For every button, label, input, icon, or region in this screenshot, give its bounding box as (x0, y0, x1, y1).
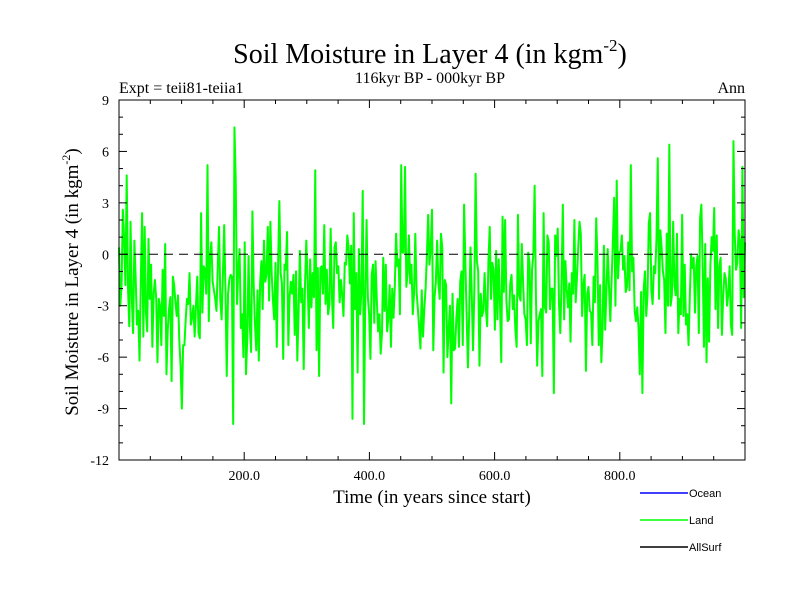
y-axis-label-superscript: -2 (59, 155, 73, 165)
x-tick-label: 400.0 (354, 469, 386, 484)
chart-title-main: Soil Moisture in Layer 4 (in kgm (233, 39, 603, 70)
y-tick-label: -3 (97, 300, 109, 315)
y-tick-label: 9 (102, 94, 109, 109)
x-axis-label: Time (in years since start) (333, 487, 531, 508)
chart-title-suffix: ) (618, 39, 627, 70)
series-line-land (118, 126, 746, 425)
legend-label-allsurf: AllSurf (689, 542, 722, 554)
y-tick-label: -6 (97, 351, 109, 366)
y-tick-label: 3 (102, 197, 109, 212)
chart-title-superscript: -2 (603, 36, 617, 55)
series-group (118, 126, 746, 425)
legend: Ocean Land AllSurf (640, 488, 722, 554)
y-axis-label-suffix: ) (62, 148, 83, 154)
y-axis-label-main: Soil Moisture in Layer 4 (in kgm (62, 164, 83, 415)
chart-title: Soil Moisture in Layer 4 (in kgm-2) (233, 36, 627, 70)
x-tick-label: 600.0 (479, 469, 511, 484)
x-tick-label: 800.0 (604, 469, 636, 484)
x-tick-label: 200.0 (228, 469, 260, 484)
legend-label-land: Land (689, 515, 713, 527)
y-tick-label: 0 (102, 248, 109, 263)
experiment-label: Expt = teii81-teiia1 (119, 80, 244, 97)
period-subtitle: 116kyr BP - 000kyr BP (355, 70, 505, 87)
y-axis-label: Soil Moisture in Layer 4 (in kgm-2) (59, 148, 83, 416)
legend-label-ocean: Ocean (689, 488, 721, 500)
y-tick-label: 6 (102, 145, 109, 160)
y-tick-label: -9 (97, 403, 109, 418)
tick-group: -12 -9 -6 -3 0 3 6 9 200.0 400.0 600.0 800.0 (90, 94, 745, 484)
season-label: Ann (717, 80, 745, 97)
y-tick-label: -12 (90, 454, 109, 469)
